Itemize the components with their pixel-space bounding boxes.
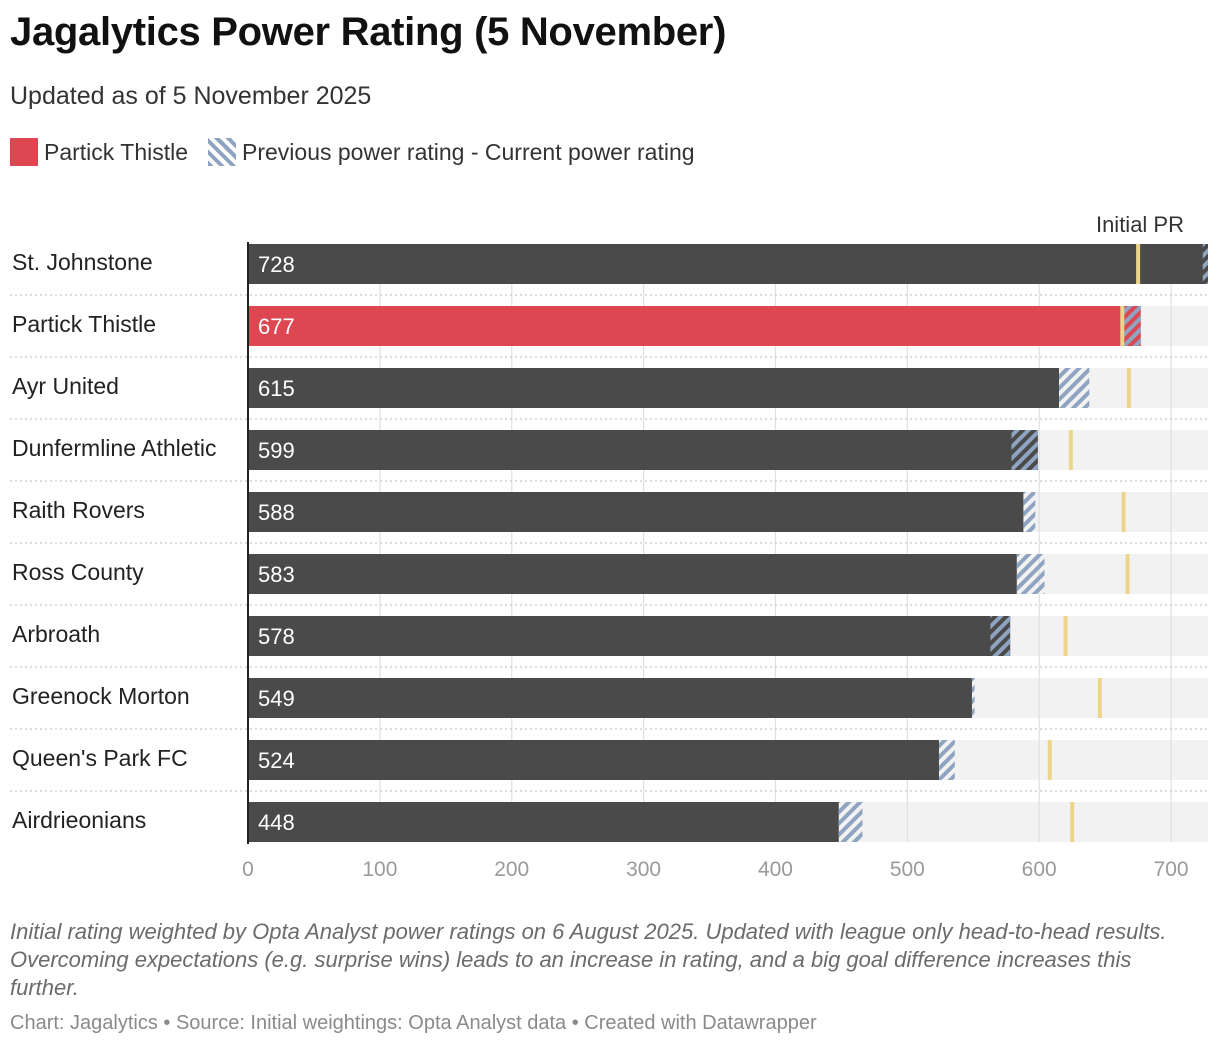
change-hatch (1023, 492, 1036, 532)
legend-swatch-change (208, 138, 237, 166)
legend-label-highlight: Partick Thistle (44, 138, 189, 165)
x-tick-label: 600 (1022, 858, 1057, 881)
initial-pr-label: Initial PR (1096, 212, 1184, 237)
x-tick-label: 200 (494, 858, 529, 881)
chart-subtitle: Updated as of 5 November 2025 (10, 82, 372, 110)
value-label: 583 (258, 562, 295, 587)
bar (248, 244, 1208, 284)
initial-pr-marker (1126, 368, 1131, 408)
change-hatch (971, 678, 975, 718)
value-label: 677 (258, 314, 295, 339)
value-label: 524 (258, 748, 295, 773)
bar (248, 616, 1011, 656)
change-hatch (1016, 554, 1045, 594)
legend-item-change: Previous power rating - Current power ra… (208, 138, 695, 166)
initial-pr-marker (1047, 740, 1052, 780)
chart-notes: Initial rating weighted by Opta Analyst … (10, 919, 1167, 1000)
x-tick-label: 400 (758, 858, 793, 881)
change-hatch (1202, 244, 1208, 284)
row-label: Greenock Morton (12, 683, 190, 709)
chart-credits: Chart: Jagalytics • Source: Initial weig… (10, 1012, 817, 1034)
legend-label-change: Previous power rating - Current power ra… (242, 138, 695, 165)
initial-pr-marker (1121, 492, 1126, 532)
value-label: 728 (258, 252, 295, 277)
x-tick-label: 500 (890, 858, 925, 881)
initial-pr-marker (1063, 616, 1068, 656)
initial-pr-marker (1068, 430, 1073, 470)
bar (248, 306, 1141, 346)
change-hatch (1011, 430, 1038, 470)
value-label: 615 (258, 376, 295, 401)
change-hatch (1058, 368, 1090, 408)
row-label: St. Johnstone (12, 249, 153, 275)
row-label: Raith Rovers (12, 497, 145, 523)
row-label: Queen's Park FC (12, 745, 188, 771)
value-label: 578 (258, 624, 295, 649)
x-tick-label: 0 (242, 858, 254, 881)
bar (248, 492, 1024, 532)
chart-title: Jagalytics Power Rating (5 November) (10, 10, 727, 54)
bar (248, 368, 1059, 408)
initial-pr-marker (1120, 306, 1125, 346)
legend: Partick Thistle Previous power rating - … (10, 138, 715, 166)
initial-pr-marker (1125, 554, 1130, 594)
x-tick-label: 700 (1154, 858, 1189, 881)
row-label: Ayr United (12, 373, 119, 399)
change-hatch (838, 802, 863, 842)
bar-chart: Initial PR St. Johnstone 728 Partick Thistl… (10, 212, 1208, 881)
change-hatch (938, 740, 955, 780)
row-label: Dunfermline Athletic (12, 435, 217, 461)
legend-swatch-highlight (10, 138, 38, 166)
bar (248, 430, 1038, 470)
change-hatch (990, 616, 1011, 656)
initial-pr-marker (1136, 244, 1141, 284)
bar (248, 802, 839, 842)
row-label: Partick Thistle (12, 311, 156, 337)
value-label: 448 (258, 810, 295, 835)
value-label: 588 (258, 500, 295, 525)
legend-item-highlight: Partick Thistle (10, 138, 188, 166)
bar (248, 740, 939, 780)
initial-pr-marker (1070, 802, 1075, 842)
x-tick-label: 100 (362, 858, 397, 881)
row-label: Arbroath (12, 621, 100, 647)
bar (248, 554, 1017, 594)
change-hatch (1123, 306, 1141, 346)
value-label: 599 (258, 438, 295, 463)
bar (248, 678, 972, 718)
initial-pr-marker (1097, 678, 1102, 718)
x-tick-label: 300 (626, 858, 661, 881)
row-label: Ross County (12, 559, 144, 585)
row-label: Airdrieonians (12, 807, 146, 833)
value-label: 549 (258, 686, 295, 711)
